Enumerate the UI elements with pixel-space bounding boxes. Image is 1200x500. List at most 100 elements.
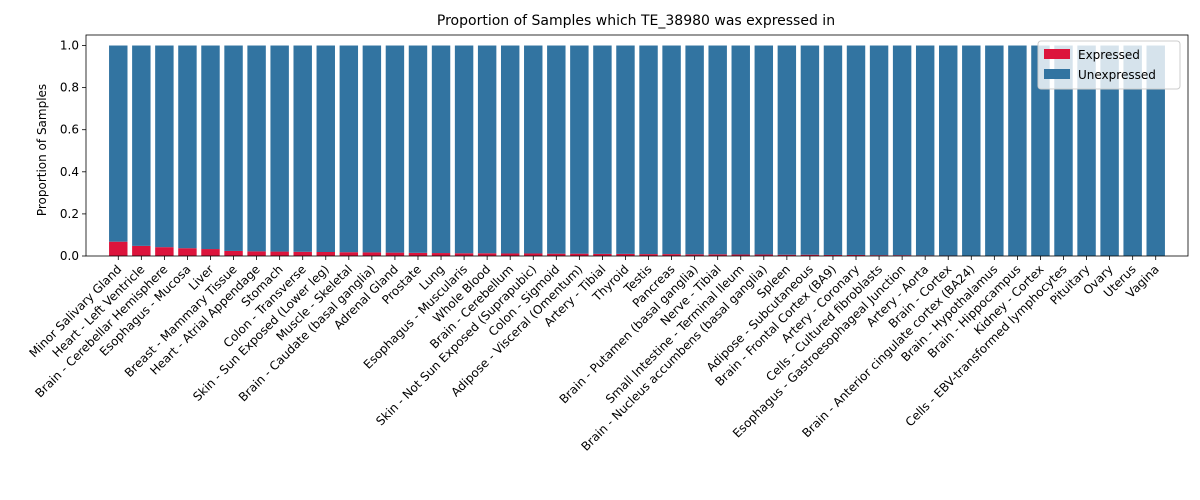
legend-box bbox=[1037, 40, 1181, 90]
bar-unexpressed-muscle-skeletal bbox=[339, 45, 359, 253]
bar-expressed-heart-atrial-appendage bbox=[247, 251, 266, 256]
bar-unexpressed-brain-putamen-basal-ganglia bbox=[685, 45, 704, 255]
y-tick-label: 0.2 bbox=[60, 207, 79, 221]
bar-expressed-pancreas bbox=[662, 254, 681, 256]
bar-unexpressed-adipose-visceral-omentum bbox=[570, 45, 589, 254]
bar-unexpressed-brain-anterior-cingulate-cortex-ba24 bbox=[962, 45, 981, 256]
bar-unexpressed-skin-sun-exposed-lower-leg bbox=[316, 45, 335, 252]
bar-unexpressed-brain-frontal-cortex-ba9 bbox=[823, 45, 843, 255]
bar-unexpressed-brain-cerebellar-hemisphere bbox=[155, 45, 174, 248]
bar-unexpressed-colon-sigmoid bbox=[547, 45, 566, 254]
y-tick-label: 0.0 bbox=[60, 249, 79, 263]
bar-expressed-prostate bbox=[408, 252, 428, 256]
y-axis-label: Proportion of Samples bbox=[35, 84, 49, 216]
bar-expressed-brain-putamen-basal-ganglia bbox=[685, 254, 704, 256]
bar-unexpressed-whole-blood bbox=[477, 45, 497, 254]
bar-expressed-minor-salivary-gland bbox=[109, 241, 128, 256]
bar-expressed-colon-transverse bbox=[293, 251, 312, 256]
bar-unexpressed-brain-cortex bbox=[939, 45, 958, 256]
legend-swatch-unexpressed bbox=[1044, 69, 1070, 79]
bar-unexpressed-artery-aorta bbox=[915, 45, 935, 256]
y-tick-label: 0.8 bbox=[60, 81, 79, 95]
bar-expressed-adipose-subcutaneous bbox=[800, 254, 820, 256]
bar-unexpressed-small-intestine-terminal-ileum bbox=[731, 45, 750, 255]
bar-unexpressed-lung bbox=[431, 45, 451, 254]
bar-unexpressed-testis bbox=[639, 45, 658, 255]
bar-unexpressed-brain-cerebellum bbox=[500, 45, 520, 254]
bar-unexpressed-uterus bbox=[1123, 45, 1142, 256]
bar-expressed-muscle-skeletal bbox=[339, 252, 359, 256]
bar-expressed-skin-not-sun-exposed-suprapubic bbox=[524, 253, 543, 256]
bar-unexpressed-brain-hippocampus bbox=[1008, 45, 1027, 256]
bar-expressed-esophagus-gastroesophageal-junction bbox=[892, 255, 912, 256]
bar-unexpressed-artery-tibial bbox=[593, 45, 612, 254]
bar-expressed-brain-frontal-cortex-ba9 bbox=[823, 254, 843, 256]
bar-unexpressed-brain-nucleus-accumbens-basal-ganglia bbox=[754, 45, 774, 255]
bar-unexpressed-heart-atrial-appendage bbox=[247, 45, 266, 252]
bar-unexpressed-colon-transverse bbox=[293, 45, 312, 252]
bar-unexpressed-pituitary bbox=[1077, 45, 1096, 256]
y-tick-label: 0.6 bbox=[60, 123, 79, 137]
y-axis: 0.0 0.2 0.4 0.6 0.8 1.0 bbox=[60, 39, 86, 263]
bar-unexpressed-adrenal-gland bbox=[385, 45, 405, 253]
bar-expressed-artery-coronary bbox=[846, 254, 866, 256]
bar-expressed-liver bbox=[201, 249, 220, 256]
bar-unexpressed-spleen bbox=[777, 45, 797, 255]
bar-unexpressed-artery-coronary bbox=[846, 45, 866, 255]
bar-unexpressed-minor-salivary-gland bbox=[109, 45, 128, 242]
bar-expressed-brain-nucleus-accumbens-basal-ganglia bbox=[754, 254, 774, 256]
bar-expressed-small-intestine-terminal-ileum bbox=[731, 254, 750, 256]
bar-unexpressed-brain-caudate-basal-ganglia bbox=[362, 45, 382, 253]
bar-expressed-brain-cerebellum bbox=[500, 253, 520, 256]
bar-expressed-skin-sun-exposed-lower-leg bbox=[316, 252, 335, 256]
bar-unexpressed-cells-ebv-transformed-lymphocytes bbox=[1054, 45, 1073, 256]
bar-expressed-adrenal-gland bbox=[385, 252, 405, 256]
bar-unexpressed-cells-cultured-fibroblasts bbox=[869, 45, 889, 256]
bar-unexpressed-ovary bbox=[1100, 45, 1119, 256]
bar-expressed-brain-cerebellar-hemisphere bbox=[155, 247, 174, 256]
bar-unexpressed-prostate bbox=[408, 45, 428, 253]
bar-expressed-lung bbox=[431, 253, 451, 256]
plot-area bbox=[85, 34, 1189, 257]
bar-expressed-nerve-tibial bbox=[708, 254, 727, 256]
chart-title: Proportion of Samples which TE_38980 was… bbox=[437, 13, 835, 29]
y-tick-label: 1.0 bbox=[60, 39, 79, 53]
bar-expressed-esophagus-mucosa bbox=[178, 248, 197, 256]
bar-unexpressed-heart-left-ventricle bbox=[132, 45, 151, 246]
bar-unexpressed-kidney-cortex bbox=[1031, 45, 1050, 256]
legend: Expressed Unexpressed bbox=[1037, 40, 1181, 90]
bar-unexpressed-nerve-tibial bbox=[708, 45, 727, 255]
bar-unexpressed-breast-mammary-tissue bbox=[224, 45, 243, 251]
bar-expressed-breast-mammary-tissue bbox=[224, 250, 243, 256]
bar-expressed-brain-caudate-basal-ganglia bbox=[362, 252, 382, 256]
bar-unexpressed-vagina bbox=[1146, 45, 1165, 256]
bar-expressed-testis bbox=[639, 254, 658, 256]
bar-expressed-cells-cultured-fibroblasts bbox=[869, 255, 889, 256]
bar-unexpressed-liver bbox=[201, 45, 220, 250]
bar-expressed-spleen bbox=[777, 254, 797, 256]
legend-label-expressed: Expressed bbox=[1078, 48, 1140, 62]
bar-unexpressed-skin-not-sun-exposed-suprapubic bbox=[524, 45, 543, 254]
bar-expressed-heart-left-ventricle bbox=[132, 245, 151, 256]
bar-unexpressed-thyroid bbox=[616, 45, 635, 254]
bar-unexpressed-adipose-subcutaneous bbox=[800, 45, 820, 255]
plot-frame bbox=[85, 34, 1189, 257]
legend-swatch-expressed bbox=[1044, 49, 1070, 59]
bar-unexpressed-brain-hypothalamus bbox=[985, 45, 1004, 256]
bar-expressed-stomach bbox=[270, 251, 289, 256]
bar-expressed-adipose-visceral-omentum bbox=[570, 253, 589, 256]
bar-unexpressed-stomach bbox=[270, 45, 289, 252]
bar-unexpressed-esophagus-mucosa bbox=[178, 45, 197, 249]
bar-expressed-esophagus-muscularis bbox=[454, 253, 474, 256]
bar-expressed-artery-tibial bbox=[593, 253, 612, 256]
bar-expressed-whole-blood bbox=[477, 253, 497, 256]
bar-expressed-colon-sigmoid bbox=[547, 253, 566, 256]
bar-unexpressed-pancreas bbox=[662, 45, 681, 255]
y-tick-label: 0.4 bbox=[60, 165, 79, 179]
legend-label-unexpressed: Unexpressed bbox=[1078, 68, 1156, 82]
bar-unexpressed-esophagus-gastroesophageal-junction bbox=[892, 45, 912, 256]
bar-expressed-thyroid bbox=[616, 253, 635, 256]
bar-unexpressed-esophagus-muscularis bbox=[454, 45, 474, 254]
